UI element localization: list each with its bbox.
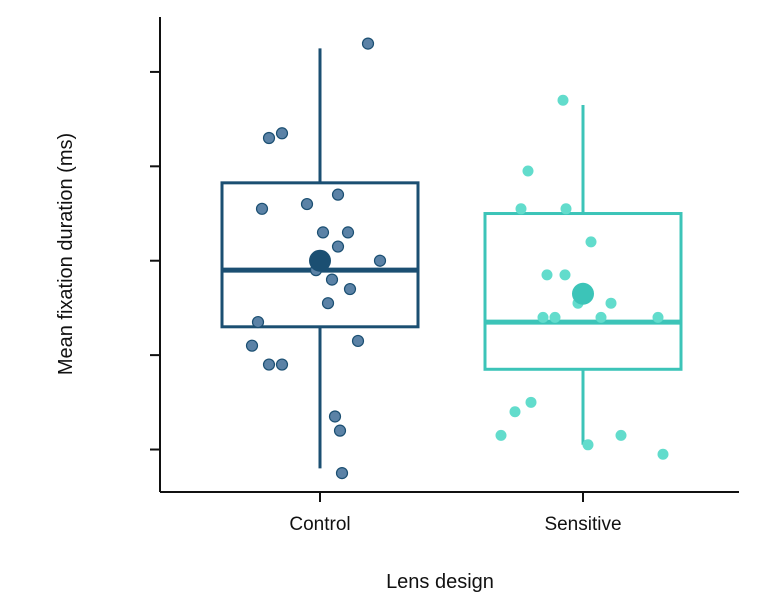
plot-area [220, 37, 683, 480]
x-tick-label-sensitive: Sensitive [544, 514, 621, 535]
sensitive-mean-marker [572, 282, 594, 305]
control-point-6 [275, 127, 289, 140]
sensitive-point-3 [537, 311, 549, 323]
sensitive-point-16 [582, 439, 594, 451]
group-sensitive [483, 94, 683, 460]
sensitive-point-9 [605, 297, 617, 309]
sensitive-point-12 [522, 165, 534, 177]
sensitive-point-6 [559, 269, 571, 281]
control-box [220, 181, 420, 329]
control-point-0 [251, 315, 265, 329]
sensitive-point-14 [585, 236, 597, 248]
control-point-13 [343, 282, 357, 296]
control-point-20 [361, 37, 375, 50]
sensitive-box [483, 212, 683, 371]
control-point-11 [321, 297, 335, 310]
sensitive-point-10 [652, 311, 664, 323]
sensitive-point-5 [541, 269, 553, 281]
axes-group: Control Sensitive [150, 17, 739, 535]
sensitive-point-17 [615, 429, 627, 441]
control-point-3 [255, 202, 269, 215]
control-point-16 [341, 226, 355, 239]
control-point-17 [328, 410, 342, 423]
control-point-9 [331, 188, 345, 201]
sensitive-point-13 [560, 203, 572, 215]
control-point-5 [262, 131, 276, 145]
control-point-12 [325, 273, 339, 286]
control-point-8 [316, 226, 330, 239]
sensitive-point-18 [657, 448, 669, 460]
control-point-4 [245, 339, 259, 352]
x-tick-label-control: Control [289, 514, 350, 535]
control-mean-marker [309, 249, 331, 272]
sensitive-point-8 [595, 311, 607, 323]
y-ticks-group [150, 70, 160, 451]
control-point-15 [351, 334, 365, 348]
sensitive-point-15 [557, 94, 569, 106]
x-axis-title: Lens design [386, 571, 494, 593]
x-ticks-group: Control Sensitive [289, 492, 622, 535]
control-point-19 [335, 467, 349, 480]
control-point-10 [331, 240, 345, 253]
sensitive-point-1 [509, 406, 521, 418]
sensitive-point-11 [515, 203, 527, 215]
control-point-2 [275, 358, 289, 371]
sensitive-point-0 [495, 429, 507, 441]
sensitive-point-2 [525, 396, 537, 408]
sensitive-point-4 [549, 311, 561, 323]
control-point-14 [373, 254, 387, 267]
y-axis-title: Mean fixation duration (ms) [55, 133, 77, 375]
control-point-18 [333, 424, 347, 437]
control-point-1 [262, 358, 276, 371]
group-control [220, 37, 420, 480]
control-point-7 [300, 197, 314, 211]
